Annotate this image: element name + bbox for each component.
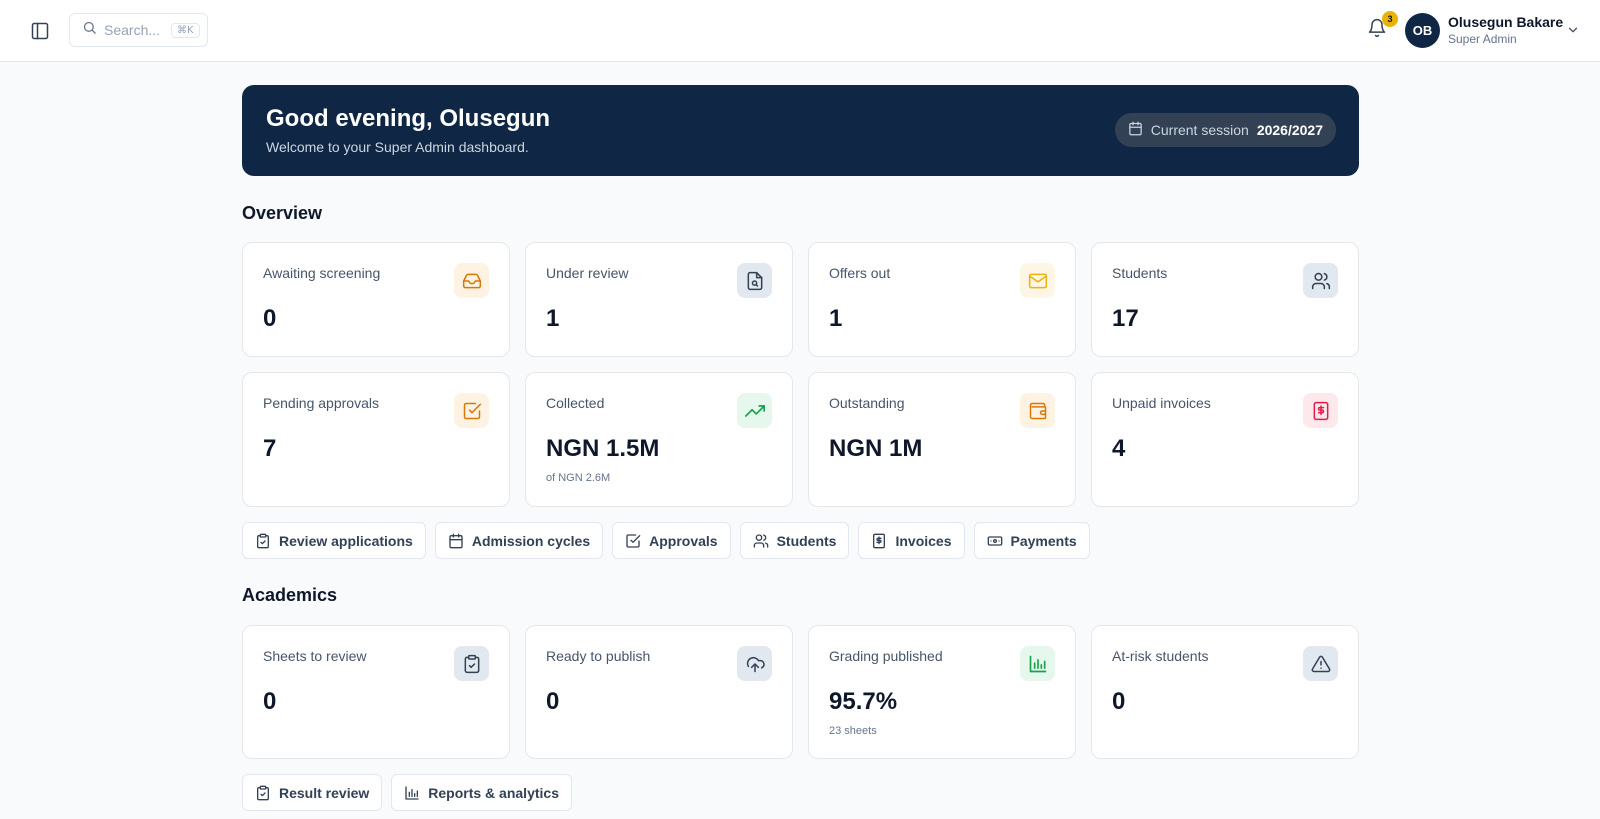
- search-icon: [82, 20, 97, 40]
- avatar[interactable]: OB: [1405, 13, 1440, 48]
- users-icon: [753, 533, 769, 549]
- action-label: Reports & analytics: [428, 784, 559, 801]
- greeting-subtitle: Welcome to your Super Admin dashboard.: [266, 139, 529, 155]
- receipt-icon: [1303, 393, 1338, 428]
- stat-subtext: of NGN 2.6M: [546, 472, 611, 484]
- stat-card-at-risk-students[interactable]: At-risk students 0: [1091, 625, 1359, 759]
- stat-label: Grading published: [829, 648, 943, 664]
- stat-value: 7: [263, 435, 277, 462]
- search-input[interactable]: Search... ⌘K: [69, 13, 208, 47]
- session-value: 2026/2027: [1256, 122, 1323, 138]
- cloud-upload-icon: [737, 646, 772, 681]
- stat-card-unpaid-invoices[interactable]: Unpaid invoices 4: [1091, 372, 1359, 507]
- stat-value: 4: [1112, 435, 1126, 462]
- stat-subtext: 23 sheets: [829, 725, 877, 737]
- current-session-badge: Current session 2026/2027: [1114, 113, 1336, 147]
- user-name[interactable]: Olusegun Bakare: [1448, 14, 1564, 30]
- stat-value: 0: [263, 688, 277, 715]
- stat-value: NGN 1M: [829, 435, 923, 462]
- stat-value: 17: [1112, 305, 1139, 332]
- students-button[interactable]: Students: [739, 522, 850, 559]
- calendar-icon: [448, 533, 464, 549]
- academics-quick-actions: Result review Reports & analytics: [242, 774, 572, 811]
- action-label: Payments: [1010, 532, 1077, 549]
- result-review-button[interactable]: Result review: [242, 774, 383, 811]
- stat-card-offers-out[interactable]: Offers out 1: [808, 242, 1076, 357]
- calendar-icon: [1128, 121, 1143, 139]
- academics-section-title: Academics: [242, 585, 338, 605]
- stat-value: 1: [546, 305, 560, 332]
- welcome-banner: Good evening, Olusegun Welcome to your S…: [242, 85, 1359, 176]
- clipboard-check-icon: [454, 646, 489, 681]
- wallet-icon: [1020, 393, 1055, 428]
- stat-card-awaiting-screening[interactable]: Awaiting screening 0: [242, 242, 510, 357]
- admission-cycles-button[interactable]: Admission cycles: [434, 522, 604, 559]
- stat-value: 95.7%: [829, 688, 898, 715]
- inbox-icon: [454, 263, 489, 298]
- action-label: Students: [776, 532, 837, 549]
- alert-triangle-icon: [1303, 646, 1338, 681]
- clipboard-check-icon: [255, 785, 271, 801]
- stat-label: Pending approvals: [263, 395, 379, 411]
- file-search-icon: [737, 263, 772, 298]
- stat-value: NGN 1.5M: [546, 435, 660, 462]
- bar-chart-icon: [404, 785, 420, 801]
- notification-count-badge: 3: [1382, 11, 1398, 27]
- stat-label: Ready to publish: [546, 648, 651, 664]
- action-label: Admission cycles: [471, 532, 591, 549]
- sidebar-toggle-icon[interactable]: [28, 19, 52, 43]
- overview-quick-actions: Review applications Admission cycles App…: [242, 522, 1090, 559]
- greeting-title: Good evening, Olusegun: [266, 105, 551, 132]
- stat-label: Outstanding: [829, 395, 905, 411]
- stat-label: Unpaid invoices: [1112, 395, 1211, 411]
- users-icon: [1303, 263, 1338, 298]
- stat-label: Awaiting screening: [263, 265, 381, 281]
- clipboard-check-icon: [255, 533, 271, 549]
- user-role: Super Admin: [1448, 32, 1517, 46]
- bar-chart-icon: [1020, 646, 1055, 681]
- stat-card-under-review[interactable]: Under review 1: [525, 242, 793, 357]
- overview-section-title: Overview: [242, 203, 323, 223]
- stat-card-outstanding[interactable]: Outstanding NGN 1M: [808, 372, 1076, 507]
- reports-analytics-button[interactable]: Reports & analytics: [391, 774, 572, 811]
- action-label: Result review: [279, 784, 370, 801]
- search-placeholder: Search...: [104, 22, 161, 38]
- session-label: Current session: [1150, 122, 1249, 138]
- trending-up-icon: [737, 393, 772, 428]
- notifications-button[interactable]: 3: [1365, 11, 1398, 43]
- stat-value: 0: [263, 305, 277, 332]
- invoices-button[interactable]: Invoices: [858, 522, 965, 559]
- top-bar: Search... ⌘K 3 OB Olusegun Bakare Super …: [0, 0, 1600, 62]
- bell-icon: [1367, 18, 1387, 43]
- check-square-icon: [454, 393, 489, 428]
- stat-label: Offers out: [829, 265, 891, 281]
- stat-label: At-risk students: [1112, 648, 1209, 664]
- check-square-icon: [625, 533, 641, 549]
- stat-card-students[interactable]: Students 17: [1091, 242, 1359, 357]
- stat-label: Sheets to review: [263, 648, 367, 664]
- stat-card-grading-published[interactable]: Grading published 95.7% 23 sheets: [808, 625, 1076, 759]
- stat-card-pending-approvals[interactable]: Pending approvals 7: [242, 372, 510, 507]
- action-label: Review applications: [279, 532, 413, 549]
- chevron-down-icon[interactable]: [1566, 23, 1580, 37]
- stat-value: 0: [1112, 688, 1126, 715]
- stat-value: 1: [829, 305, 843, 332]
- stat-label: Students: [1112, 265, 1168, 281]
- stat-label: Under review: [546, 265, 629, 281]
- stat-label: Collected: [546, 395, 605, 411]
- approvals-button[interactable]: Approvals: [612, 522, 731, 559]
- stat-card-ready-to-publish[interactable]: Ready to publish 0: [525, 625, 793, 759]
- stat-card-collected[interactable]: Collected NGN 1.5M of NGN 2.6M: [525, 372, 793, 507]
- action-label: Invoices: [895, 532, 952, 549]
- review-applications-button[interactable]: Review applications: [242, 522, 426, 559]
- payments-button[interactable]: Payments: [973, 522, 1090, 559]
- mail-icon: [1020, 263, 1055, 298]
- search-shortcut: ⌘K: [171, 22, 200, 38]
- action-label: Approvals: [649, 532, 718, 549]
- banknote-icon: [987, 533, 1003, 549]
- stat-card-sheets-to-review[interactable]: Sheets to review 0: [242, 625, 510, 759]
- receipt-icon: [871, 533, 887, 549]
- stat-value: 0: [546, 688, 560, 715]
